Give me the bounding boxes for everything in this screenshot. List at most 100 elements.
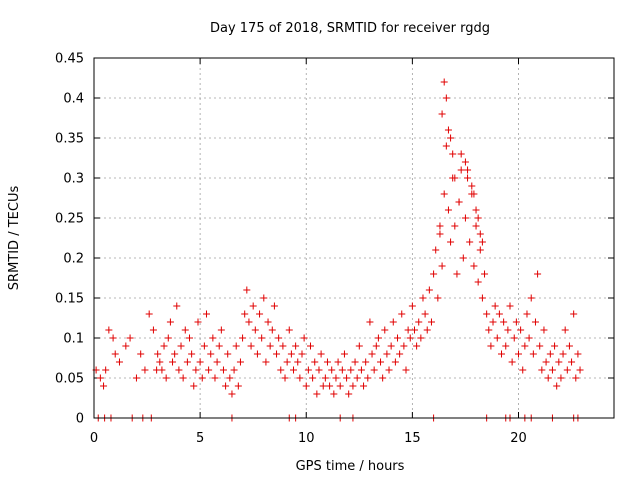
data-point [404,326,412,334]
data-point [213,358,221,366]
data-point [481,270,489,278]
data-point [234,382,242,390]
data-point [317,350,325,358]
data-point [491,302,499,310]
data-point [478,238,486,246]
data-point [177,342,185,350]
data-point [196,358,204,366]
data-point [546,350,554,358]
data-point [309,374,317,382]
data-point [402,366,410,374]
data-point [226,374,234,382]
data-point [96,374,104,382]
data-point [427,318,435,326]
data-point [498,350,506,358]
y-tick-label: 0.4 [63,92,84,107]
data-point [548,366,556,374]
plot-frame [93,57,615,419]
data-point [164,334,172,342]
data-point [202,310,210,318]
data-point [264,318,272,326]
data-point [438,110,446,118]
data-point [493,334,501,342]
y-tick-label: 0.2 [63,252,84,267]
data-point [455,198,463,206]
y-tick-label: 0.05 [55,372,84,387]
data-point [410,326,418,334]
data-point [298,350,306,358]
data-point [551,342,559,350]
data-point [457,166,465,174]
data-point [241,310,249,318]
data-point [512,318,520,326]
data-point [464,174,472,182]
data-point [268,326,276,334]
data-point [300,334,308,342]
data-point [126,334,134,342]
data-point [538,366,546,374]
data-point [122,342,130,350]
grid-lines [94,58,614,418]
data-point [521,342,529,350]
data-point [504,326,512,334]
data-point [260,294,268,302]
data-point [332,374,340,382]
data-point [436,230,444,238]
data-point [111,350,119,358]
data-point [536,342,544,350]
data-point [273,350,281,358]
data-point [200,342,208,350]
data-point [451,222,459,230]
data-point [296,374,304,382]
data-points [92,78,584,422]
data-point [502,342,510,350]
data-point [447,238,455,246]
data-point [186,334,194,342]
data-point [253,350,261,358]
data-point [315,366,323,374]
data-point [175,366,183,374]
data-point [436,222,444,230]
data-point [449,150,457,158]
data-point [162,374,170,382]
data-point [141,366,149,374]
data-point [100,382,108,390]
data-point [277,366,285,374]
data-point [459,254,467,262]
data-point [508,358,516,366]
data-point [156,358,164,366]
data-point [542,358,550,366]
y-tick-label: 0.25 [55,212,84,227]
data-point [217,326,225,334]
data-point [544,374,552,382]
data-point [466,238,474,246]
y-tick-label: 0.15 [55,292,84,307]
data-point [523,310,531,318]
data-point [362,358,370,366]
data-point [283,358,291,366]
data-point [461,158,469,166]
data-point [432,246,440,254]
data-point [245,318,253,326]
data-point [188,350,196,358]
data-point [576,366,584,374]
data-point [472,206,480,214]
data-point [281,374,289,382]
data-point [387,342,395,350]
data-point [328,366,336,374]
data-point [517,326,525,334]
x-axis-label: GPS time / hours [296,459,405,474]
data-point [568,358,576,366]
data-point [464,166,472,174]
data-point [326,382,334,390]
data-point [181,326,189,334]
data-point [357,366,365,374]
data-point [275,334,283,342]
data-point [198,374,206,382]
data-point [461,214,469,222]
data-point [468,182,476,190]
data-point [483,310,491,318]
data-point [211,374,219,382]
data-point [190,382,198,390]
